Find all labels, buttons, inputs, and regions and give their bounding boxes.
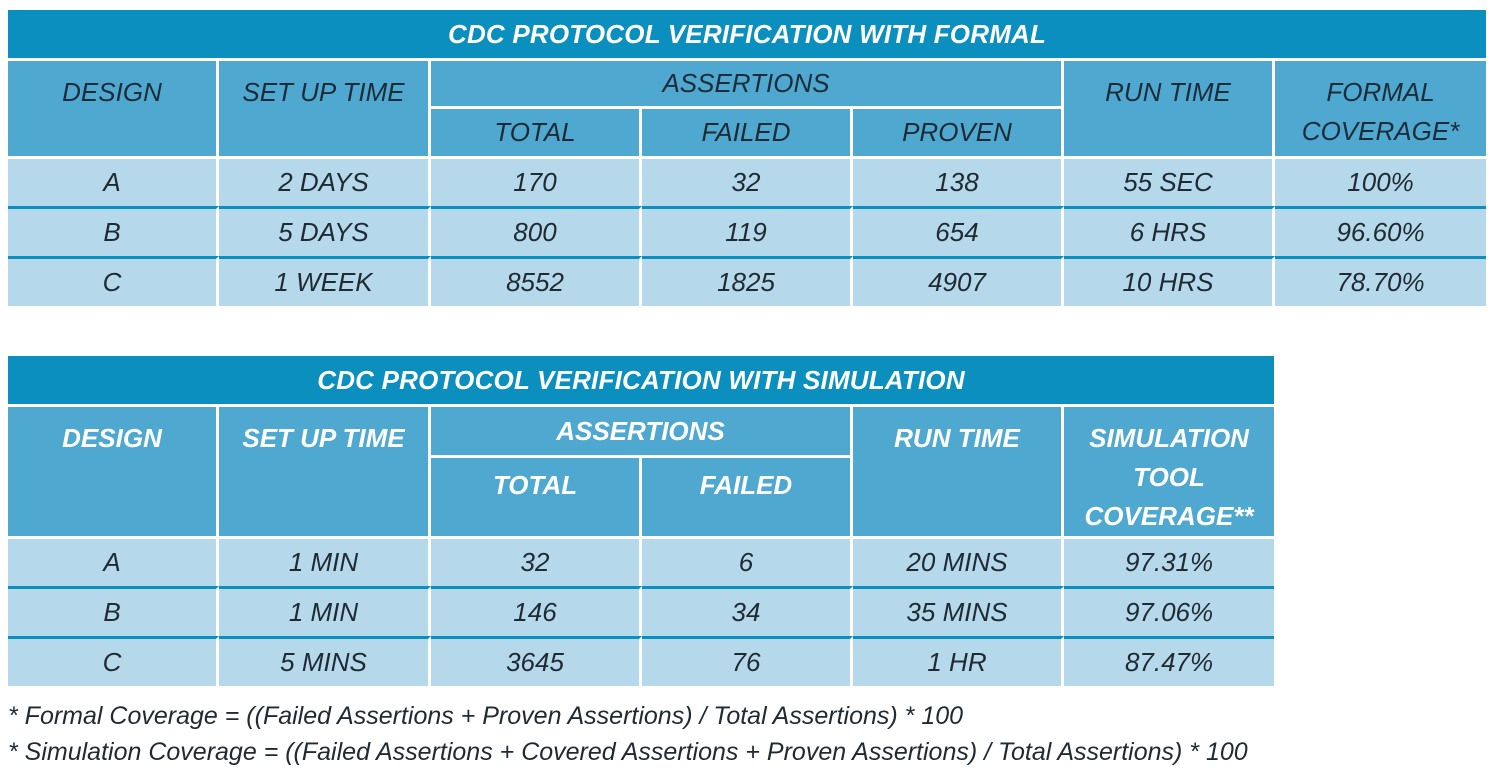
cell-design: A	[8, 536, 219, 586]
header-coverage-line3: COVERAGE**	[1084, 501, 1254, 531]
cell-setup: 1 WEEK	[219, 256, 431, 306]
cell-total: 170	[431, 156, 642, 206]
table-row: C 5 MINS 3645 76 1 HR 87.47%	[8, 636, 1275, 686]
cell-runtime: 1 HR	[853, 636, 1064, 686]
cell-failed: 76	[642, 636, 853, 686]
header-run-time: RUN TIME	[853, 404, 1064, 536]
cell-coverage: 97.31%	[1064, 536, 1275, 586]
cell-design: B	[8, 206, 219, 256]
cell-coverage: 96.60%	[1275, 206, 1487, 256]
cell-coverage: 97.06%	[1064, 586, 1275, 636]
cell-total: 32	[431, 536, 642, 586]
cell-total: 8552	[431, 256, 642, 306]
header-setup-time: SET UP TIME	[219, 404, 431, 536]
cell-runtime: 10 HRS	[1064, 256, 1275, 306]
cell-setup: 1 MIN	[219, 536, 431, 586]
formal-verification-table: CDC PROTOCOL VERIFICATION WITH FORMAL DE…	[8, 10, 1487, 306]
cell-setup: 5 MINS	[219, 636, 431, 686]
cell-failed: 119	[642, 206, 853, 256]
header-proven: PROVEN	[853, 106, 1064, 156]
cell-failed: 1825	[642, 256, 853, 306]
header-failed: FAILED	[642, 455, 853, 536]
cell-setup: 1 MIN	[219, 586, 431, 636]
header-assertions: ASSERTIONS	[431, 58, 1064, 106]
cell-coverage: 87.47%	[1064, 636, 1275, 686]
header-assertions: ASSERTIONS	[431, 404, 853, 456]
footnote-formal-coverage: * Formal Coverage = ((Failed Assertions …	[8, 702, 964, 730]
footnote-simulation-coverage: * Simulation Coverage = ((Failed Asserti…	[8, 738, 1248, 766]
cell-design: C	[8, 636, 219, 686]
table-row: C 1 WEEK 8552 1825 4907 10 HRS 78.70%	[8, 256, 1487, 306]
cell-setup: 2 DAYS	[219, 156, 431, 206]
footnotes: * Formal Coverage = ((Failed Assertions …	[8, 698, 1248, 770]
cell-failed: 6	[642, 536, 853, 586]
header-coverage-line1: FORMAL	[1326, 77, 1435, 107]
cell-proven: 654	[853, 206, 1064, 256]
cell-runtime: 20 MINS	[853, 536, 1064, 586]
cell-coverage: 100%	[1275, 156, 1487, 206]
header-run-time: RUN TIME	[1064, 58, 1275, 156]
cell-runtime: 6 HRS	[1064, 206, 1275, 256]
header-formal-coverage: FORMAL COVERAGE*	[1275, 58, 1487, 156]
cell-proven: 138	[853, 156, 1064, 206]
header-simulation-coverage: SIMULATION TOOL COVERAGE**	[1064, 404, 1275, 536]
cell-setup: 5 DAYS	[219, 206, 431, 256]
cell-runtime: 35 MINS	[853, 586, 1064, 636]
header-coverage-line1: SIMULATION	[1089, 423, 1249, 453]
cell-coverage: 78.70%	[1275, 256, 1487, 306]
cell-design: A	[8, 156, 219, 206]
header-coverage-line2: COVERAGE*	[1301, 116, 1460, 146]
table-row: A 1 MIN 32 6 20 MINS 97.31%	[8, 536, 1275, 586]
simulation-table-title: CDC PROTOCOL VERIFICATION WITH SIMULATIO…	[8, 356, 1275, 404]
header-total: TOTAL	[431, 455, 642, 536]
cell-failed: 32	[642, 156, 853, 206]
header-coverage-line2: TOOL	[1133, 462, 1205, 492]
simulation-verification-table: CDC PROTOCOL VERIFICATION WITH SIMULATIO…	[8, 356, 1275, 686]
cell-runtime: 55 SEC	[1064, 156, 1275, 206]
table-row: B 5 DAYS 800 119 654 6 HRS 96.60%	[8, 206, 1487, 256]
formal-table-title: CDC PROTOCOL VERIFICATION WITH FORMAL	[8, 10, 1487, 58]
cell-total: 800	[431, 206, 642, 256]
cell-total: 3645	[431, 636, 642, 686]
table-row: A 2 DAYS 170 32 138 55 SEC 100%	[8, 156, 1487, 206]
cell-design: B	[8, 586, 219, 636]
cell-design: C	[8, 256, 219, 306]
header-design: DESIGN	[8, 58, 219, 156]
cell-failed: 34	[642, 586, 853, 636]
cell-total: 146	[431, 586, 642, 636]
header-setup-time: SET UP TIME	[219, 58, 431, 156]
header-total: TOTAL	[431, 106, 642, 156]
header-design: DESIGN	[8, 404, 219, 536]
cell-proven: 4907	[853, 256, 1064, 306]
table-row: B 1 MIN 146 34 35 MINS 97.06%	[8, 586, 1275, 636]
header-failed: FAILED	[642, 106, 853, 156]
